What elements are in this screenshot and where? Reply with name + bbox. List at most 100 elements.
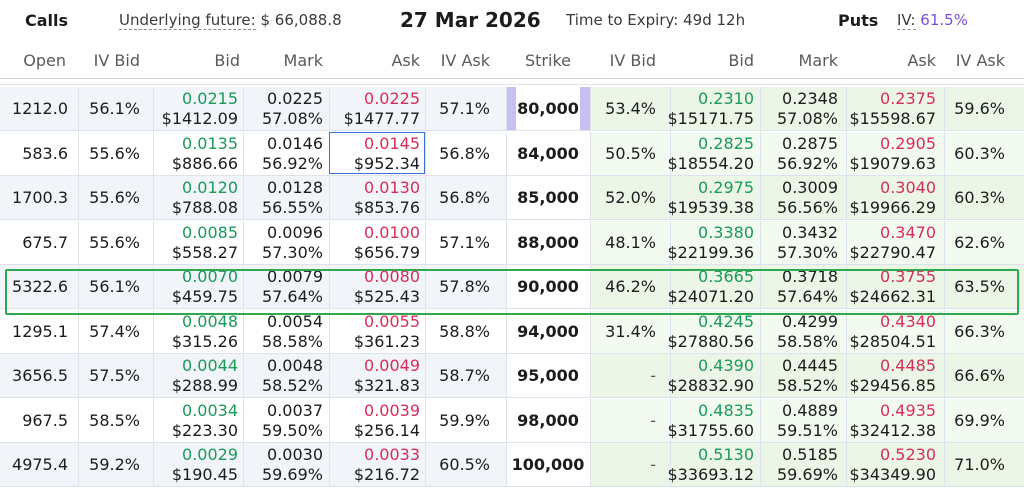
column-divider	[243, 265, 244, 309]
table-row[interactable]: 675.7 55.6% 0.0085 $558.27 0.0096 57.30% 0.010…	[0, 220, 1024, 265]
row-divider	[0, 174, 1024, 176]
call-mark-price: 0.0037	[267, 400, 323, 420]
call-bid-cell[interactable]: 0.0029 $190.45	[160, 445, 238, 485]
col-head-call-iv-ask[interactable]: IV Ask	[440, 51, 490, 70]
put-mark-price: 0.3432	[782, 222, 838, 242]
column-divider	[329, 354, 330, 398]
table-row[interactable]: 4975.4 59.2% 0.0029 $190.45 0.0030 59.69% 0.00…	[0, 443, 1024, 487]
put-ask-cell[interactable]: 0.2375 $15598.67	[846, 89, 936, 129]
col-head-call-iv-bid[interactable]: IV Bid	[93, 51, 140, 70]
put-ask-cell[interactable]: 0.5230 $34349.90	[846, 445, 936, 485]
call-iv-ask: 57.1%	[439, 99, 490, 118]
put-ask-cell[interactable]: 0.3755 $24662.31	[846, 267, 936, 307]
column-divider	[846, 220, 847, 265]
call-bid-cell[interactable]: 0.0135 $886.66	[160, 134, 238, 174]
column-divider	[846, 265, 847, 309]
column-divider	[153, 176, 154, 220]
column-divider	[670, 176, 671, 220]
put-bid-cell[interactable]: 0.2310 $15171.75	[666, 89, 754, 129]
call-ask-price: 0.0049	[364, 356, 420, 375]
call-ask-cell[interactable]: 0.0080 $525.43	[332, 267, 420, 307]
put-ask-cell[interactable]: 0.4485 $29456.85	[846, 356, 936, 396]
call-ask-cell[interactable]: 0.0145 $952.34	[332, 134, 420, 174]
column-divider	[590, 443, 591, 487]
column-divider	[78, 87, 79, 131]
put-bid-cell[interactable]: 0.2825 $18554.20	[666, 134, 754, 174]
put-mark-cell: 0.4445 58.52%	[762, 356, 838, 396]
column-divider	[846, 309, 847, 354]
strike-price: 95,000	[517, 366, 579, 385]
call-ask-price: 0.0100	[364, 222, 420, 242]
put-bid-cell[interactable]: 0.5130 $33693.12	[666, 445, 754, 485]
column-divider	[590, 220, 591, 265]
call-ask-cell[interactable]: 0.0225 $1477.77	[332, 89, 420, 129]
put-ask-cell[interactable]: 0.4340 $28504.51	[846, 312, 936, 352]
strike-cell-bg	[506, 131, 590, 176]
put-bid-cell[interactable]: 0.4835 $31755.60	[666, 401, 754, 441]
col-head-put-mark[interactable]: Mark	[798, 51, 838, 70]
table-row[interactable]: 3656.5 57.5% 0.0044 $288.99 0.0048 58.52% 0.00…	[0, 354, 1024, 398]
col-head-call-open[interactable]: Open	[23, 51, 66, 70]
call-ask-cell[interactable]: 0.0033 $216.72	[332, 445, 420, 485]
put-ask-cell[interactable]: 0.4935 $32412.38	[846, 401, 936, 441]
puts-iv[interactable]: IV: 61.5%	[897, 11, 968, 30]
put-bid-cell[interactable]: 0.4245 $27880.56	[666, 312, 754, 352]
call-ask-price: 0.0080	[364, 267, 420, 286]
col-head-put-ask[interactable]: Ask	[907, 51, 936, 70]
put-bid-cell[interactable]: 0.2975 $19539.38	[666, 178, 754, 218]
row-divider	[0, 397, 1024, 398]
strike-cell-bg	[506, 398, 590, 443]
put-ask-usd: $32412.38	[849, 420, 936, 440]
col-head-strike[interactable]: Strike	[525, 51, 571, 70]
call-mark-price: 0.0079	[267, 267, 323, 286]
column-divider	[760, 131, 761, 176]
call-bid-cell[interactable]: 0.0120 $788.08	[160, 178, 238, 218]
col-head-put-iv-bid[interactable]: IV Bid	[609, 51, 656, 70]
call-open-interest: 1212.0	[12, 99, 68, 118]
call-bid-cell[interactable]: 0.0085 $558.27	[160, 223, 238, 263]
calls-cell-bg	[0, 220, 506, 265]
call-ask-cell[interactable]: 0.0100 $656.79	[332, 223, 420, 263]
put-mark-iv: 57.30%	[776, 242, 838, 262]
call-ask-cell[interactable]: 0.0049 $321.83	[332, 356, 420, 396]
put-ask-price: 0.3470	[880, 222, 936, 242]
strike-cell-bg	[506, 354, 590, 398]
column-divider	[78, 220, 79, 265]
put-ask-cell[interactable]: 0.3470 $22790.47	[846, 223, 936, 263]
col-head-put-iv-ask[interactable]: IV Ask	[955, 51, 1005, 70]
col-head-put-bid[interactable]: Bid	[728, 51, 754, 70]
call-ask-price: 0.0039	[364, 400, 420, 420]
col-head-call-bid[interactable]: Bid	[214, 51, 240, 70]
call-bid-cell[interactable]: 0.0215 $1412.09	[160, 89, 238, 129]
call-bid-cell[interactable]: 0.0048 $315.26	[160, 312, 238, 352]
put-mark-iv: 58.52%	[776, 376, 838, 395]
table-row[interactable]: 967.5 58.5% 0.0034 $223.30 0.0037 59.50% 0.003…	[0, 398, 1024, 443]
call-bid-cell[interactable]: 0.0034 $223.30	[160, 401, 238, 441]
calls-cell-bg	[0, 398, 506, 443]
put-bid-cell[interactable]: 0.4390 $28832.90	[666, 356, 754, 396]
put-ask-cell[interactable]: 0.2905 $19079.63	[846, 134, 936, 174]
underlying-future[interactable]: Underlying future: $ 66,088.8	[119, 11, 342, 30]
table-row[interactable]: 1295.1 57.4% 0.0048 $315.26 0.0054 58.58% 0.00…	[0, 309, 1024, 354]
put-bid-usd: $22199.36	[667, 242, 754, 262]
col-head-call-ask[interactable]: Ask	[391, 51, 420, 70]
call-ask-cell[interactable]: 0.0039 $256.14	[332, 401, 420, 441]
call-ask-price: 0.0033	[364, 445, 420, 464]
put-bid-cell[interactable]: 0.3380 $22199.36	[666, 223, 754, 263]
call-ask-usd: $1477.77	[343, 109, 420, 128]
row-divider	[0, 219, 1024, 220]
table-row[interactable]: 583.6 55.6% 0.0135 $886.66 0.0146 56.92% 0.014…	[0, 131, 1024, 176]
col-head-call-mark[interactable]: Mark	[283, 51, 323, 70]
call-bid-cell[interactable]: 0.0070 $459.75	[160, 267, 238, 307]
put-bid-cell[interactable]: 0.3665 $24071.20	[666, 267, 754, 307]
call-ask-cell[interactable]: 0.0055 $361.23	[332, 312, 420, 352]
table-row[interactable]: 5322.6 56.1% 0.0070 $459.75 0.0079 57.64% 0.00…	[0, 265, 1024, 309]
table-row[interactable]: 1212.0 56.1% 0.0215 $1412.09 0.0225 57.08% 0.0…	[0, 87, 1024, 131]
put-ask-cell[interactable]: 0.3040 $19966.29	[846, 178, 936, 218]
table-row[interactable]: 1700.3 55.6% 0.0120 $788.08 0.0128 56.55% 0.01…	[0, 176, 1024, 220]
call-ask-cell[interactable]: 0.0130 $853.76	[332, 178, 420, 218]
put-mark-iv: 57.64%	[776, 287, 838, 306]
call-bid-cell[interactable]: 0.0044 $288.99	[160, 356, 238, 396]
call-ask-usd: $853.76	[353, 198, 420, 217]
column-divider	[760, 309, 761, 354]
